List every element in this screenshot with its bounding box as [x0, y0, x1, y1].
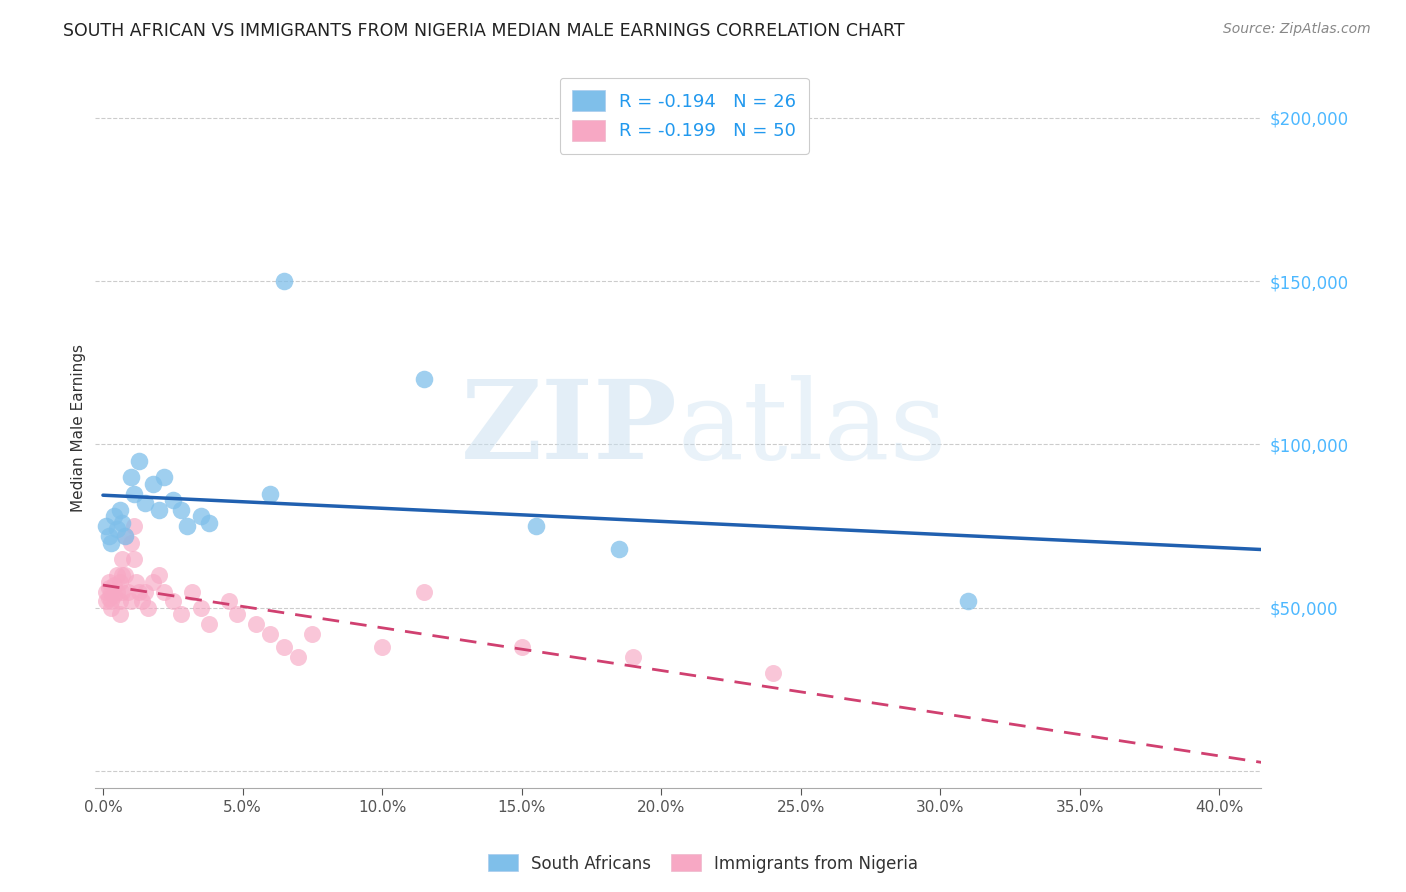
Point: [524, 519, 547, 533]
Point: [114, 529, 136, 543]
Point: [94, 584, 117, 599]
Point: [94, 594, 117, 608]
Point: [134, 584, 156, 599]
Point: [287, 650, 309, 665]
Point: [117, 584, 139, 599]
Point: [120, 535, 142, 549]
Point: [148, 503, 170, 517]
Point: [97, 591, 120, 606]
Point: [162, 493, 184, 508]
Point: [142, 574, 165, 589]
Legend: South Africans, Immigrants from Nigeria: South Africans, Immigrants from Nigeria: [481, 847, 925, 880]
Point: [162, 594, 184, 608]
Text: ZIP: ZIP: [461, 375, 678, 482]
Point: [218, 594, 240, 608]
Point: [136, 601, 159, 615]
Text: Source: ZipAtlas.com: Source: ZipAtlas.com: [1223, 22, 1371, 37]
Point: [100, 601, 122, 615]
Point: [97, 582, 120, 596]
Point: [128, 584, 150, 599]
Point: [108, 607, 131, 622]
Y-axis label: Median Male Earnings: Median Male Earnings: [72, 344, 86, 512]
Point: [198, 617, 221, 632]
Point: [100, 584, 122, 599]
Point: [108, 574, 131, 589]
Point: [128, 454, 150, 468]
Point: [259, 627, 281, 641]
Point: [190, 509, 212, 524]
Point: [97, 529, 120, 543]
Point: [226, 607, 249, 622]
Point: [94, 519, 117, 533]
Point: [120, 470, 142, 484]
Point: [100, 535, 122, 549]
Point: [103, 588, 125, 602]
Point: [111, 516, 134, 530]
Point: [142, 476, 165, 491]
Point: [111, 568, 134, 582]
Point: [301, 627, 323, 641]
Point: [181, 584, 204, 599]
Point: [111, 552, 134, 566]
Point: [190, 601, 212, 615]
Point: [111, 584, 134, 599]
Point: [153, 584, 176, 599]
Point: [413, 584, 436, 599]
Point: [273, 640, 295, 655]
Point: [259, 486, 281, 500]
Point: [108, 503, 131, 517]
Point: [170, 607, 193, 622]
Point: [170, 503, 193, 517]
Point: [510, 640, 533, 655]
Text: SOUTH AFRICAN VS IMMIGRANTS FROM NIGERIA MEDIAN MALE EARNINGS CORRELATION CHART: SOUTH AFRICAN VS IMMIGRANTS FROM NIGERIA…: [63, 22, 905, 40]
Point: [148, 568, 170, 582]
Point: [105, 523, 128, 537]
Point: [957, 594, 980, 608]
Text: atlas: atlas: [678, 375, 948, 482]
Point: [245, 617, 267, 632]
Point: [621, 650, 644, 665]
Point: [103, 509, 125, 524]
Point: [105, 584, 128, 599]
Point: [114, 529, 136, 543]
Point: [114, 568, 136, 582]
Point: [122, 486, 145, 500]
Point: [122, 552, 145, 566]
Point: [762, 666, 785, 681]
Legend: R = -0.194   N = 26, R = -0.199   N = 50: R = -0.194 N = 26, R = -0.199 N = 50: [560, 78, 808, 153]
Point: [131, 594, 153, 608]
Point: [97, 574, 120, 589]
Point: [371, 640, 394, 655]
Point: [103, 578, 125, 592]
Point: [609, 542, 631, 557]
Point: [176, 519, 198, 533]
Point: [120, 594, 142, 608]
Point: [413, 372, 436, 386]
Point: [134, 496, 156, 510]
Point: [105, 568, 128, 582]
Point: [122, 519, 145, 533]
Point: [273, 274, 295, 288]
Point: [153, 470, 176, 484]
Point: [100, 594, 122, 608]
Point: [198, 516, 221, 530]
Point: [125, 574, 148, 589]
Point: [108, 594, 131, 608]
